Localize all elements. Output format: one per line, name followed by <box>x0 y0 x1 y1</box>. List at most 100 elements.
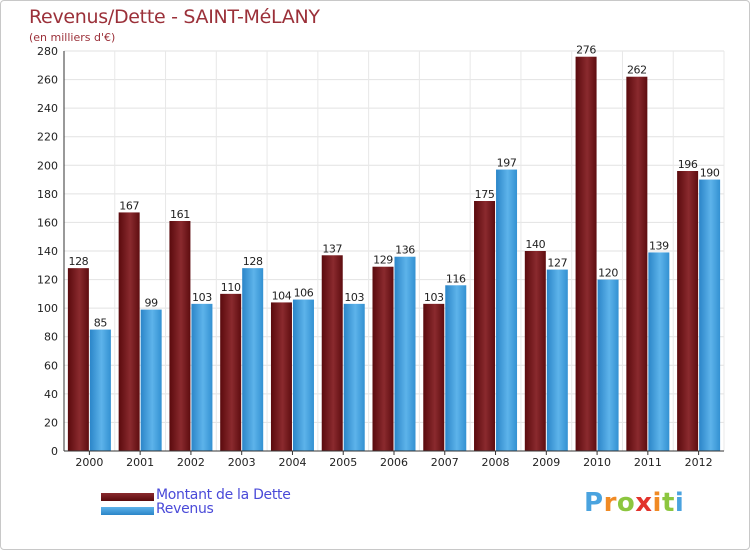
bar-revenus-2002 <box>191 303 213 451</box>
chart-title: Revenus/Dette - SAINT-MéLANY <box>29 6 320 28</box>
bar-dette-2009 <box>524 251 546 451</box>
y-tick-label: 100 <box>37 302 58 315</box>
x-tick-label-2010: 2010 <box>583 456 611 469</box>
bar-revenus-2007 <box>445 285 467 451</box>
y-tick-label: 240 <box>37 102 58 115</box>
bar-revenus-2003 <box>242 268 264 451</box>
bar-dette-2004 <box>270 302 292 451</box>
data-label-revenus-2007: 116 <box>446 272 466 285</box>
data-label-dette-2004: 104 <box>272 289 292 302</box>
x-tick-label-2000: 2000 <box>75 456 103 469</box>
bar-revenus-2012 <box>699 179 721 452</box>
data-label-revenus-2011: 139 <box>649 239 669 252</box>
y-tick-label: 120 <box>37 274 58 287</box>
data-label-dette-2001: 167 <box>119 199 139 212</box>
x-tick-label-2012: 2012 <box>685 456 713 469</box>
data-label-revenus-2001: 99 <box>145 297 159 310</box>
data-label-revenus-2005: 103 <box>344 291 364 304</box>
y-tick-label: 280 <box>37 45 58 58</box>
bar-dette-2003 <box>220 293 242 451</box>
bar-revenus-2009 <box>546 269 568 451</box>
legend-swatch-revenus <box>101 507 154 515</box>
bar-revenus-2000 <box>89 329 111 451</box>
data-label-dette-2010: 276 <box>576 44 596 57</box>
bar-dette-2010 <box>575 56 597 451</box>
logo-letter: t <box>661 488 675 518</box>
x-tick-label-2002: 2002 <box>177 456 205 469</box>
logo-letter: r <box>603 488 617 518</box>
data-label-revenus-2000: 85 <box>94 317 108 330</box>
bar-dette-2005 <box>321 255 343 451</box>
data-label-revenus-2009: 127 <box>547 257 567 270</box>
y-tick-label: 140 <box>37 245 58 258</box>
x-tick-label-2001: 2001 <box>126 456 154 469</box>
y-tick-label: 80 <box>44 331 58 344</box>
data-label-revenus-2002: 103 <box>192 291 212 304</box>
bar-revenus-2008 <box>496 169 518 452</box>
data-label-dette-2007: 103 <box>424 291 444 304</box>
bar-revenus-2011 <box>648 252 670 451</box>
bar-revenus-2001 <box>140 309 162 451</box>
data-label-revenus-2012: 190 <box>700 167 720 180</box>
data-label-dette-2003: 110 <box>221 281 241 294</box>
bar-dette-2006 <box>372 266 394 451</box>
logo-letter: o <box>616 488 636 518</box>
x-tick-label-2004: 2004 <box>278 456 306 469</box>
logo-letter: i <box>652 488 662 518</box>
y-tick-label: 20 <box>44 416 58 429</box>
bar-dette-2002 <box>169 221 191 451</box>
data-label-dette-2005: 137 <box>322 242 342 255</box>
y-tick-label: 160 <box>37 216 58 229</box>
bar-revenus-2006 <box>394 256 416 451</box>
x-tick-label-2005: 2005 <box>329 456 357 469</box>
x-tick-label-2006: 2006 <box>380 456 408 469</box>
bars-layer <box>67 56 721 452</box>
data-label-dette-2012: 196 <box>678 158 698 171</box>
x-tick-label-2009: 2009 <box>532 456 560 469</box>
axis-layer: 0 20 40 60 80 100 120 140 160 180 200 220 240 260 280 2… <box>37 45 724 469</box>
data-label-dette-2006: 129 <box>373 254 393 267</box>
data-label-revenus-2004: 106 <box>294 287 314 300</box>
y-tick-label: 180 <box>37 188 58 201</box>
data-label-revenus-2008: 197 <box>497 157 517 170</box>
data-label-dette-2011: 262 <box>627 64 647 77</box>
y-tick-label: 60 <box>44 359 58 372</box>
y-tick-label: 40 <box>44 388 58 401</box>
data-label-dette-2008: 175 <box>475 188 495 201</box>
legend-label-dette: Montant de la Dette <box>156 487 291 503</box>
x-tick-label-2003: 2003 <box>228 456 256 469</box>
y-tick-label: 200 <box>37 159 58 172</box>
bar-dette-2001 <box>118 212 140 451</box>
bar-dette-2012 <box>677 171 699 451</box>
logo-letter: x <box>635 488 653 518</box>
logo-letter: P <box>584 488 604 518</box>
legend-swatch-dette <box>101 493 154 501</box>
bar-dette-2011 <box>626 76 648 451</box>
data-label-dette-2000: 128 <box>68 255 88 268</box>
y-tick-label: 260 <box>37 74 58 87</box>
chart-subtitle: (en milliers d'€) <box>29 31 116 44</box>
bar-dette-2000 <box>67 268 89 451</box>
y-tick-label: 220 <box>37 131 58 144</box>
bar-revenus-2010 <box>597 279 619 451</box>
x-tick-label-2008: 2008 <box>482 456 510 469</box>
logo-letter: i <box>674 488 685 518</box>
bar-dette-2008 <box>474 201 496 451</box>
data-label-revenus-2003: 128 <box>243 255 263 268</box>
bar-revenus-2005 <box>343 303 365 451</box>
data-label-dette-2009: 140 <box>525 238 545 251</box>
x-tick-label-2011: 2011 <box>634 456 662 469</box>
legend-label-revenus: Revenus <box>156 501 214 517</box>
data-label-revenus-2006: 136 <box>395 244 415 257</box>
proxiti-logo: Proxiti <box>584 488 684 518</box>
data-label-dette-2002: 161 <box>170 208 190 221</box>
bar-revenus-2004 <box>292 299 314 451</box>
bar-dette-2007 <box>423 303 445 451</box>
y-tick-label: 0 <box>51 445 58 458</box>
x-tick-label-2007: 2007 <box>431 456 459 469</box>
grid-layer <box>63 50 725 452</box>
data-label-revenus-2010: 120 <box>598 267 618 280</box>
